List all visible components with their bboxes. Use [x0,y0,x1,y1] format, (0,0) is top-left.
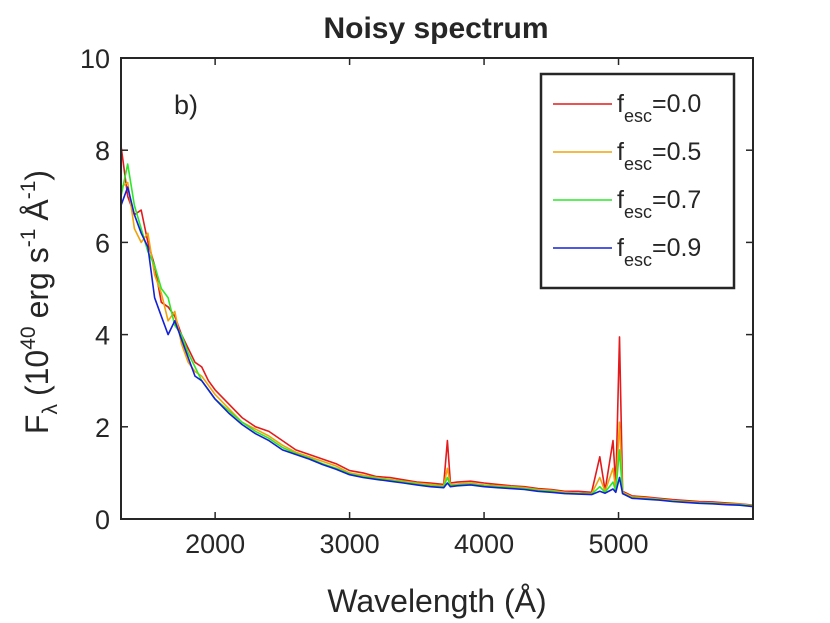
legend-label-main-2: f [617,186,624,214]
y-label-sub: λ [39,404,62,415]
x-tick-label-2: 4000 [454,529,514,559]
legend-label-value-1: =0.5 [652,138,701,166]
legend-label-sub-1: esc [624,154,652,174]
series-group [121,145,753,508]
legend-entry-0: fesc=0.0 [553,90,701,126]
legend-label-value-0: =0.0 [652,90,701,118]
x-tick-label-0: 2000 [185,529,245,559]
series-line-3 [121,186,753,508]
y-label-units-exp: 40 [17,326,40,349]
y-label-units-close: ) [19,170,55,181]
chart-title: Noisy spectrum [323,12,548,45]
legend-label-sub-2: esc [624,202,652,222]
legend-entry-1: fesc=0.5 [553,138,701,174]
legend-label-main-3: f [617,234,624,262]
y-tick-label-4: 8 [95,136,110,166]
x-tick-label-1: 3000 [320,529,380,559]
legend-label-1: fesc=0.5 [617,138,701,174]
y-tick-label-0: 0 [95,505,110,535]
y-label-main: F [19,415,55,435]
legend-box [539,72,736,290]
legend-entry-2: fesc=0.7 [553,186,701,222]
y-label-units-exp3: -1 [17,181,40,200]
y-axis-label: Fλ(1040erg s-1Å-1) [17,170,62,434]
y-label-units-mid: erg s [19,247,55,318]
legend-label-sub-3: esc [624,250,652,270]
y-label-units-exp2: -1 [17,229,40,248]
legend-label-value-3: =0.9 [652,234,701,262]
legend-entry-3: fesc=0.9 [553,234,701,270]
y-tick-label-1: 2 [95,413,110,443]
ticks-group: 2000 3000 4000 5000 0 2 4 6 8 10 [80,44,753,559]
legend-label-main-1: f [617,138,624,166]
legend-label-sub-0: esc [624,106,652,126]
y-label-units-mid2: Å [19,199,55,221]
y-tick-label-2: 4 [95,321,110,351]
x-tick-label-3: 5000 [588,529,648,559]
legend-label-0: fesc=0.0 [617,90,701,126]
legend-label-main-0: f [617,90,624,118]
x-axis-label: Wavelength (Å) [327,583,546,619]
y-tick-label-3: 6 [95,228,110,258]
panel-label: b) [174,90,198,120]
legend-label-value-2: =0.7 [652,186,701,214]
plot-frame [120,57,754,520]
y-tick-label-5: 10 [80,44,110,74]
legend-label-3: fesc=0.9 [617,234,701,270]
legend-label-2: fesc=0.7 [617,186,701,222]
y-label-units-prefix: (10 [19,350,55,396]
